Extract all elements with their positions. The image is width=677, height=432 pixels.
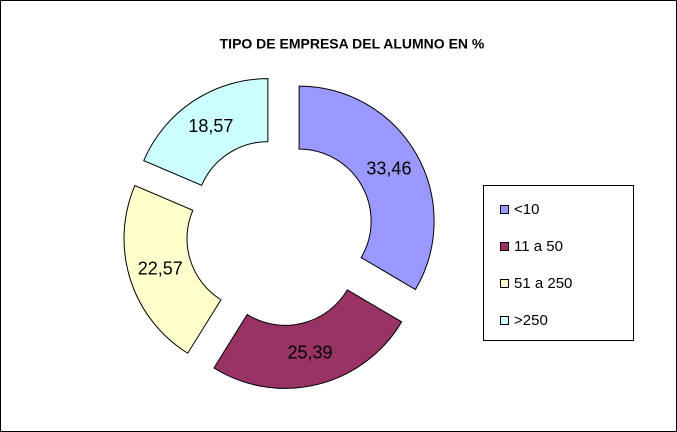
chart-title: TIPO DE EMPRESA DEL ALUMNO EN % — [220, 36, 485, 52]
data-label: 22,57 — [138, 258, 183, 278]
doughnut-slice — [298, 85, 435, 291]
legend-label: 51 a 250 — [514, 275, 572, 292]
legend-label: >250 — [514, 312, 548, 329]
legend-swatch — [500, 242, 509, 251]
doughnut-slice — [123, 184, 222, 354]
data-label: 25,39 — [287, 343, 332, 363]
doughnut-slice — [213, 289, 403, 389]
legend-swatch — [500, 205, 509, 214]
legend-label: 11 a 50 — [514, 238, 563, 255]
data-label: 18,57 — [188, 116, 233, 136]
data-label: 33,46 — [366, 158, 411, 178]
legend-swatch — [500, 316, 509, 325]
legend-label: <10 — [514, 201, 539, 218]
doughnut-slice — [143, 78, 269, 187]
legend-swatch — [500, 279, 509, 288]
